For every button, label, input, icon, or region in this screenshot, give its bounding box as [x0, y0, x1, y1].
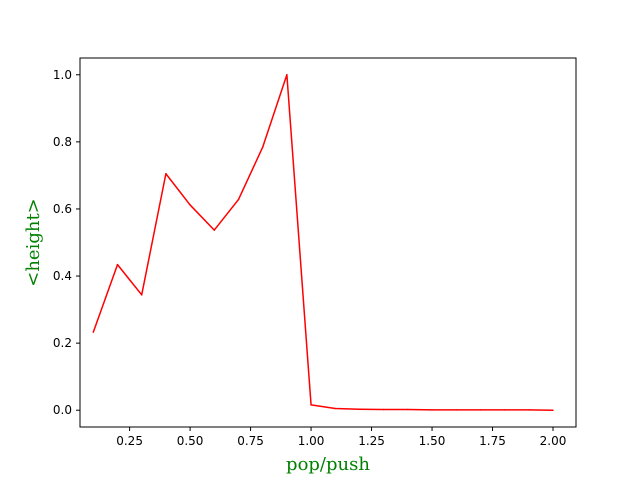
data-point	[165, 172, 167, 175]
data-point	[213, 229, 216, 231]
data-point	[334, 407, 337, 410]
y-tick-label: 0.6	[53, 202, 72, 216]
series-line	[92, 74, 554, 411]
y-tick-label: 0.0	[53, 403, 72, 417]
y-axis-title: <height>	[23, 198, 44, 287]
y-tick-label: 0.2	[53, 336, 72, 350]
data-point	[479, 409, 482, 411]
data-point	[310, 404, 312, 406]
data-point	[407, 408, 409, 411]
x-tick-label: 0.50	[177, 434, 204, 448]
data-point	[552, 409, 554, 411]
x-tick-label: 2.00	[540, 434, 567, 448]
y-tick-label: 0.4	[53, 269, 72, 283]
ticks-layer: 0.25 0.50 0.75 1.00 1.25 1.50 1.75 2.00 0.0 0.2 0.…	[53, 68, 566, 448]
plot-layer	[92, 74, 554, 411]
x-axis-title: pop/push	[286, 454, 370, 475]
data-point	[237, 198, 240, 201]
y-tick-label: 1.0	[53, 68, 72, 82]
x-tick-label: 1.50	[419, 434, 446, 448]
data-point	[116, 263, 119, 266]
data-point	[189, 204, 191, 206]
data-point	[286, 74, 288, 76]
data-point	[382, 408, 385, 411]
x-tick-label: 1.75	[479, 434, 506, 448]
x-tick-label: 0.75	[237, 434, 264, 448]
data-point	[261, 146, 264, 148]
data-point	[92, 331, 95, 333]
x-tick-label: 1.00	[298, 434, 325, 448]
data-point	[455, 409, 457, 411]
data-point	[358, 408, 361, 410]
data-point	[528, 409, 530, 411]
data-point	[140, 294, 143, 296]
y-tick-label: 0.8	[53, 135, 72, 149]
data-point	[503, 409, 506, 411]
data-point	[431, 409, 433, 411]
x-tick-label: 1.25	[358, 434, 385, 448]
axes-frame	[79, 57, 577, 428]
x-tick-label: 0.25	[116, 434, 143, 448]
